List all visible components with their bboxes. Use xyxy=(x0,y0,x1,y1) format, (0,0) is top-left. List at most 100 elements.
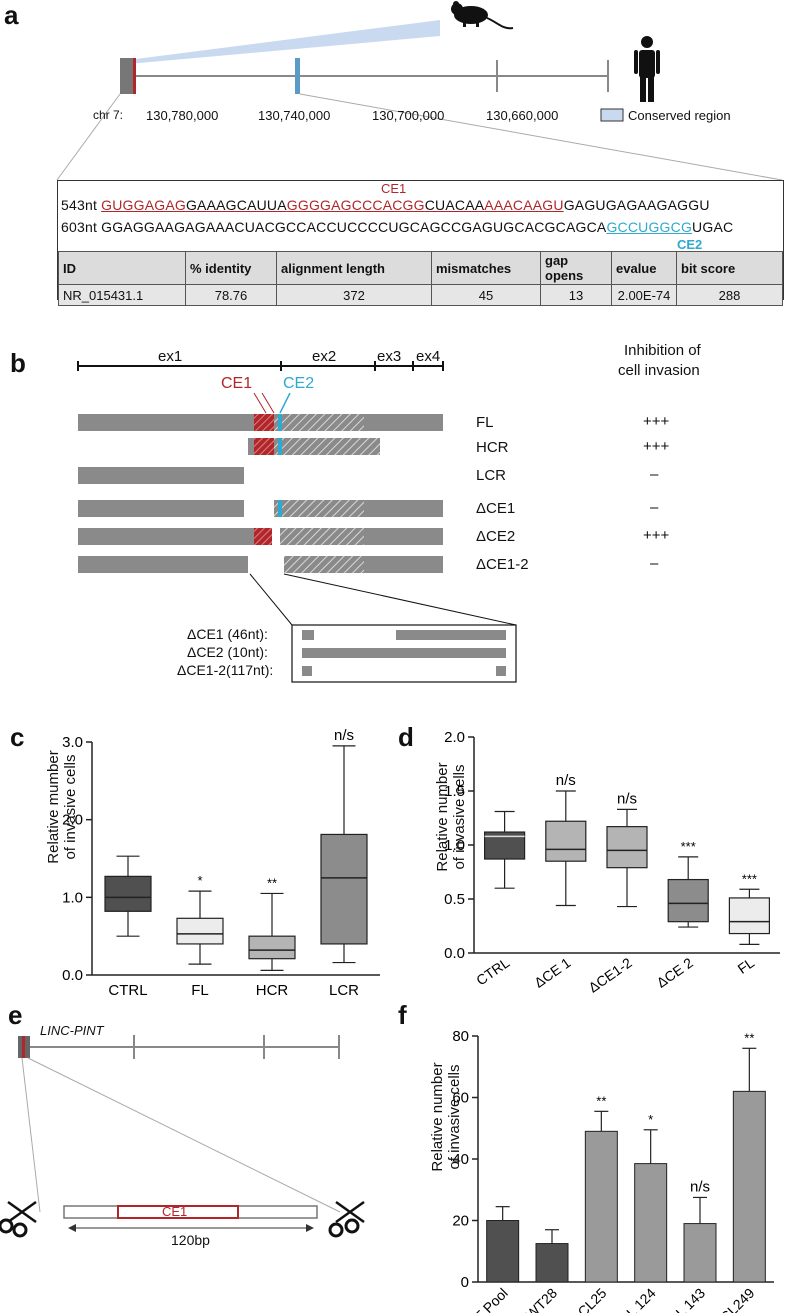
y-tick-label: 1.5 xyxy=(444,783,465,800)
seq2-tail: UGAC xyxy=(692,219,734,235)
ce1-region xyxy=(117,1205,239,1219)
construct-label: ΔCE1 xyxy=(476,500,516,517)
construct-label: FL xyxy=(476,414,494,431)
panel-a-diagram xyxy=(56,1,783,181)
x-tick-label: LCR xyxy=(329,982,359,999)
x-tick-label: HCR xyxy=(256,982,289,999)
seq1-ce1-start: GUGGAGAG xyxy=(101,197,186,213)
y-tick-label: 20 xyxy=(452,1213,469,1230)
x-tick-label: WT Pool xyxy=(462,1285,511,1313)
bar xyxy=(584,1130,618,1283)
significance-label: * xyxy=(648,1112,653,1127)
bar xyxy=(486,1220,520,1283)
significance-label: ** xyxy=(744,1030,754,1045)
inhibition-header-2: cell invasion xyxy=(618,362,700,379)
ce2-seq-label: CE2 xyxy=(677,237,703,252)
scissors-right-icon xyxy=(328,1200,365,1238)
box xyxy=(248,935,296,960)
table-header-cell: evalue xyxy=(611,251,677,285)
table-header-cell: ID xyxy=(58,251,186,285)
ce1-seq-label: CE1 xyxy=(381,181,407,196)
box xyxy=(667,878,709,923)
table-cell: NR_015431.1 xyxy=(58,284,186,306)
seq1-ce1-end: AAACAAGU xyxy=(484,197,564,213)
blast-result-table: ID % identity alignment length mismatche… xyxy=(58,251,783,306)
construct-bar-hcr xyxy=(248,438,380,455)
table-header-cell: bit score xyxy=(676,251,783,285)
sequence-line-1: 543nt GUGGAGAGGAAAGCAUUAGGGGAGCCCACGGCUA… xyxy=(61,197,710,213)
panel-letter-e: e xyxy=(8,1000,23,1030)
length-label: 120bp xyxy=(171,1232,210,1248)
y-tick-label: 2.0 xyxy=(62,812,83,829)
chr-label: chr 7: xyxy=(93,108,124,122)
inhibition-value: +++ xyxy=(643,527,670,544)
table-cell: 13 xyxy=(540,284,612,306)
box xyxy=(728,897,771,935)
coord-2: 130,740,000 xyxy=(258,108,331,123)
table-cell: 372 xyxy=(276,284,432,306)
table-cell: 78.76 xyxy=(185,284,277,306)
x-tick-label: CL 143 xyxy=(665,1285,708,1313)
table-header-cell: alignment length xyxy=(276,251,432,285)
construct-label: ΔCE1-2 xyxy=(476,556,529,573)
table-row: NR_015431.1 78.76 372 45 13 2.00E-74 288 xyxy=(58,284,783,306)
bar xyxy=(683,1223,717,1283)
sequence-alignment-box: CE1 543nt GUGGAGAGGAAAGCAUUAGGGGAGCCCACG… xyxy=(57,180,784,306)
conserved-region-fan xyxy=(128,20,440,64)
y-tick-label: 0.0 xyxy=(444,945,465,962)
x-tick-label: CL 124 xyxy=(616,1285,659,1313)
legend-label: Conserved region xyxy=(628,108,731,123)
x-tick-label: FL xyxy=(191,982,209,999)
seq2-prefix: 603nt xyxy=(61,219,102,235)
seq2-ce2: GCCUGGCG xyxy=(606,219,693,235)
ce1-construct-label: CE1 xyxy=(162,1204,188,1219)
inhibition-value: +++ xyxy=(643,413,670,430)
seq1-prefix: 543nt xyxy=(61,197,102,213)
panel-letter-f: f xyxy=(398,1000,407,1030)
table-cell: 288 xyxy=(676,284,783,306)
human-icon xyxy=(634,36,660,102)
exon-label-4: ex4 xyxy=(416,348,441,365)
coord-1: 130,780,000 xyxy=(146,108,219,123)
inhibition-value: – xyxy=(650,555,659,572)
y-tick-label: 80 xyxy=(452,1028,469,1045)
seq1-mid-a: GAAAGCAUUA xyxy=(185,197,287,213)
significance-label: ** xyxy=(267,875,277,890)
y-tick-label: 0.0 xyxy=(62,967,83,984)
y-tick-label: 60 xyxy=(452,1090,469,1107)
bar xyxy=(634,1163,668,1283)
panel-letter-a: a xyxy=(4,0,19,30)
deletion-label: ΔCE2 (10nt): xyxy=(187,644,268,660)
ce1-label: CE1 xyxy=(221,375,253,392)
construct-bar-dce1 xyxy=(78,500,443,517)
x-tick-label: CTRL xyxy=(108,982,147,999)
seq1-mid-b: CUACAA xyxy=(424,197,485,213)
box xyxy=(545,820,587,862)
x-tick-label: CL25 xyxy=(574,1285,609,1313)
y-tick-label: 0 xyxy=(461,1274,469,1291)
seq1-tail: GAGUGAGAAGAGGU xyxy=(563,197,710,213)
x-tick-label: CL249 xyxy=(717,1285,758,1313)
table-header-cell: gap opens xyxy=(540,251,612,285)
exon-label-3: ex3 xyxy=(377,348,402,365)
construct-label: ΔCE2 xyxy=(476,528,516,545)
table-header-row: ID % identity alignment length mismatche… xyxy=(58,251,783,285)
significance-label: n/s xyxy=(556,772,576,789)
x-tick-label: FL xyxy=(735,954,758,977)
box xyxy=(176,917,224,945)
panel-letter-d: d xyxy=(398,722,414,752)
significance-label: ** xyxy=(596,1093,606,1108)
significance-label: n/s xyxy=(334,727,354,744)
significance-label: n/s xyxy=(617,790,637,807)
conserved-region-marker xyxy=(295,58,300,94)
legend-swatch xyxy=(600,108,624,122)
construct-bar-dce12 xyxy=(78,556,443,573)
coord-3: 130,700,000 xyxy=(372,108,445,123)
table-cell: 2.00E-74 xyxy=(611,284,677,306)
gene-block xyxy=(120,58,134,94)
y-tick-label: 2.0 xyxy=(444,729,465,746)
ce2-label: CE2 xyxy=(283,375,315,392)
construct-bar-dce2 xyxy=(78,528,443,545)
